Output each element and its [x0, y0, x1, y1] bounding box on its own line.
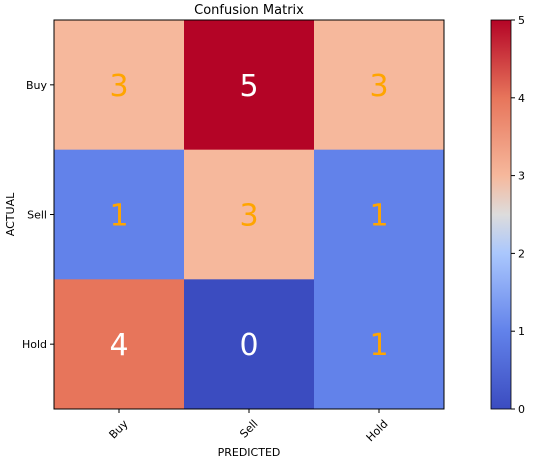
y-tick-label: Sell: [27, 209, 47, 222]
x-tick-label: Buy: [107, 417, 131, 441]
y-tick-label: Hold: [22, 338, 47, 351]
cell-value-label: 1: [109, 199, 128, 234]
colorbar-tick-label: 0: [518, 403, 525, 416]
y-axis-ticks: Buy Sell Hold: [22, 79, 54, 351]
colorbar-tick-label: 1: [518, 325, 525, 338]
cell-value-label: 1: [369, 199, 388, 234]
x-axis-ticks: Buy Sell Hold: [107, 409, 391, 444]
colorbar-tick-label: 4: [518, 92, 525, 105]
colorbar-tick-label: 5: [518, 14, 525, 27]
y-tick-label: Buy: [26, 79, 48, 92]
colorbar: [490, 19, 512, 410]
cell-value-label: 3: [369, 69, 388, 104]
heatmap-cell: [314, 279, 445, 410]
heatmap-cells: [54, 20, 445, 410]
heatmap-cell: [184, 279, 315, 410]
x-axis-label: PREDICTED: [218, 446, 281, 459]
colorbar-tick-label: 2: [518, 247, 525, 260]
x-tick-label: Hold: [364, 417, 391, 444]
cell-values: 3 5 3 1 3 1 4 0 1: [109, 69, 388, 363]
colorbar-ticks: 0 1 2 3 4 5: [511, 14, 525, 416]
chart-title: Confusion Matrix: [194, 3, 304, 18]
x-tick-label: Sell: [237, 417, 260, 440]
heatmap-cell: [184, 149, 315, 280]
cell-value-label: 3: [239, 199, 258, 234]
y-axis-label: ACTUAL: [4, 192, 17, 236]
heatmap-cell: [314, 20, 445, 151]
cell-value-label: 4: [109, 328, 128, 363]
cell-value-label: 0: [239, 328, 258, 363]
heatmap-cell: [314, 149, 445, 280]
colorbar-tick-label: 3: [518, 170, 525, 183]
heatmap-cell: [54, 279, 185, 410]
cell-value-label: 5: [239, 69, 258, 104]
cell-value-label: 1: [369, 328, 388, 363]
cell-value-label: 3: [109, 69, 128, 104]
heatmap-cell: [184, 20, 315, 151]
heatmap-cell: [54, 149, 185, 280]
heatmap-cell: [54, 20, 185, 151]
